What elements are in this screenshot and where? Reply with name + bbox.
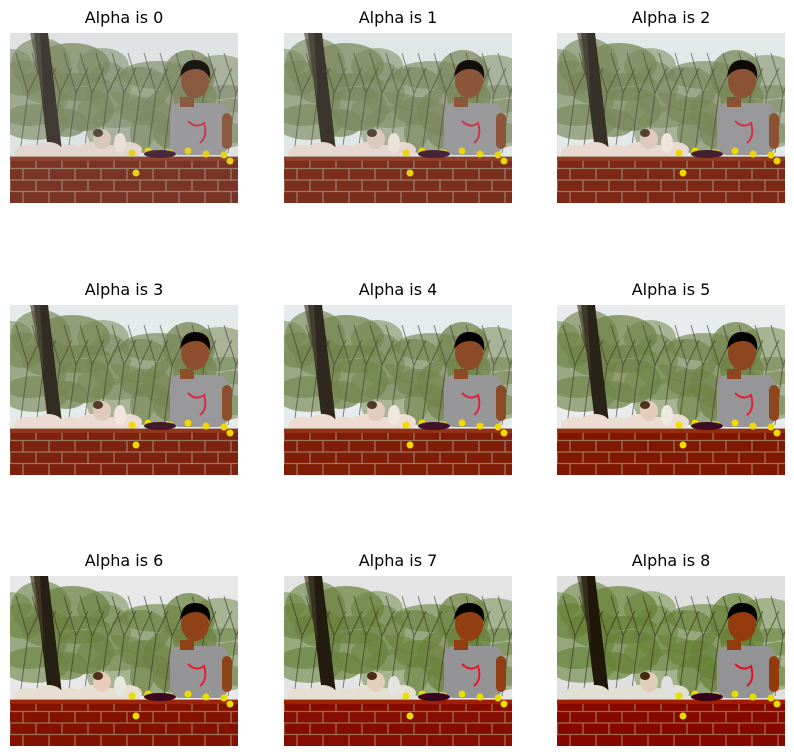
boy bbox=[717, 59, 779, 155]
photo-scene bbox=[284, 305, 512, 475]
stuffed-animals bbox=[288, 401, 416, 433]
boy bbox=[444, 331, 506, 427]
brick-wall bbox=[10, 699, 238, 746]
photo-scene bbox=[557, 305, 785, 475]
brick-wall bbox=[284, 156, 512, 203]
yellow-flowers bbox=[402, 690, 508, 720]
photo bbox=[557, 33, 785, 203]
photo-scene bbox=[10, 33, 238, 203]
panel-title: Alpha is 4 bbox=[358, 280, 438, 299]
photo-scene bbox=[284, 576, 512, 746]
photo-scene bbox=[557, 33, 785, 203]
yellow-flowers bbox=[402, 419, 508, 449]
background-trees bbox=[557, 310, 785, 430]
stuffed-animals bbox=[14, 672, 142, 704]
yellow-flowers bbox=[675, 419, 781, 449]
photo bbox=[284, 33, 512, 203]
boy bbox=[717, 331, 779, 427]
panel-title: Alpha is 8 bbox=[631, 551, 711, 570]
brick-wall bbox=[557, 428, 785, 475]
photo bbox=[557, 305, 785, 475]
boy bbox=[717, 602, 779, 698]
photo-scene bbox=[284, 33, 512, 203]
boy bbox=[170, 331, 232, 427]
photo bbox=[557, 576, 785, 746]
brick-wall bbox=[557, 699, 785, 746]
brick-wall bbox=[10, 428, 238, 475]
background-trees bbox=[557, 581, 785, 701]
brick-wall bbox=[284, 428, 512, 475]
yellow-flowers bbox=[675, 690, 781, 720]
panel-title: Alpha is 3 bbox=[84, 280, 164, 299]
yellow-flowers bbox=[128, 147, 234, 177]
boy bbox=[444, 59, 506, 155]
boy bbox=[444, 602, 506, 698]
yellow-flowers bbox=[128, 419, 234, 449]
photo bbox=[10, 305, 238, 475]
yellow-flowers bbox=[675, 147, 781, 177]
panel-title: Alpha is 5 bbox=[631, 280, 711, 299]
photo bbox=[10, 576, 238, 746]
photo-scene bbox=[557, 576, 785, 746]
photo bbox=[284, 305, 512, 475]
yellow-flowers bbox=[128, 690, 234, 720]
photo bbox=[284, 576, 512, 746]
photo-scene bbox=[10, 305, 238, 475]
panel-title: Alpha is 2 bbox=[631, 8, 711, 27]
brick-wall bbox=[10, 156, 238, 203]
brick-wall bbox=[284, 699, 512, 746]
brick-wall bbox=[557, 156, 785, 203]
panel-title: Alpha is 6 bbox=[84, 551, 164, 570]
boy bbox=[170, 602, 232, 698]
panel-title: Alpha is 0 bbox=[84, 8, 164, 27]
photo-scene bbox=[10, 576, 238, 746]
boy bbox=[170, 59, 232, 155]
panel-title: Alpha is 1 bbox=[358, 8, 438, 27]
yellow-flowers bbox=[402, 147, 508, 177]
panel-title: Alpha is 7 bbox=[358, 551, 438, 570]
photo bbox=[10, 33, 238, 203]
